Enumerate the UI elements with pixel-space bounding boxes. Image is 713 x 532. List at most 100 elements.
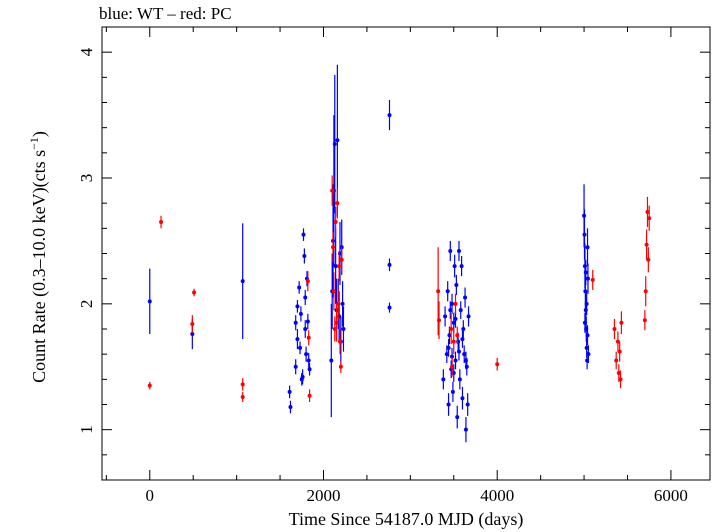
data-point bbox=[618, 377, 623, 382]
data-point bbox=[446, 345, 451, 350]
data-point bbox=[331, 245, 336, 250]
data-point bbox=[455, 333, 460, 338]
data-point bbox=[460, 396, 465, 401]
data-point bbox=[448, 248, 453, 253]
data-point bbox=[452, 264, 457, 269]
data-point bbox=[451, 339, 456, 344]
data-point bbox=[463, 295, 468, 300]
data-point bbox=[585, 333, 590, 338]
data-point bbox=[338, 364, 343, 369]
data-point bbox=[449, 327, 454, 331]
data-point bbox=[445, 289, 450, 294]
data-point bbox=[299, 377, 304, 382]
data-point bbox=[459, 264, 464, 269]
data-point bbox=[455, 415, 460, 420]
data-point bbox=[306, 358, 311, 363]
data-point bbox=[240, 394, 245, 399]
data-point bbox=[585, 245, 590, 250]
data-point bbox=[295, 304, 300, 309]
axis-ticks: 0 2000 4000 6000 1 2 3 4 bbox=[77, 26, 710, 505]
data-point bbox=[453, 316, 458, 321]
data-point bbox=[333, 264, 338, 269]
data-point bbox=[448, 308, 453, 313]
data-point bbox=[340, 301, 345, 306]
data-point bbox=[293, 364, 298, 369]
series-pc bbox=[147, 175, 652, 402]
data-point bbox=[240, 279, 245, 284]
data-point bbox=[614, 358, 619, 363]
data-point bbox=[460, 337, 465, 342]
data-point bbox=[446, 402, 451, 407]
data-point bbox=[147, 383, 152, 388]
data-point bbox=[619, 320, 624, 325]
data-point bbox=[453, 358, 458, 363]
data-point bbox=[307, 393, 312, 398]
y-axis-label: Count Rate (0.3–10.0 keV)(cts s−1) bbox=[23, 87, 49, 427]
data-point bbox=[240, 382, 245, 387]
y-tick-label: 2 bbox=[77, 300, 96, 309]
data-point bbox=[466, 314, 471, 319]
data-point bbox=[463, 427, 468, 432]
y-tick-label: 1 bbox=[77, 425, 96, 434]
data-series bbox=[147, 64, 652, 443]
data-point bbox=[451, 371, 456, 376]
plot-frame bbox=[101, 26, 711, 481]
data-point bbox=[306, 335, 311, 340]
data-point bbox=[646, 257, 651, 262]
data-point bbox=[190, 332, 195, 337]
data-point bbox=[298, 345, 303, 350]
data-point bbox=[582, 320, 587, 325]
data-point bbox=[585, 276, 590, 281]
data-point bbox=[644, 242, 649, 247]
data-point bbox=[586, 352, 591, 357]
data-point bbox=[303, 327, 308, 331]
data-point bbox=[305, 319, 310, 324]
data-point bbox=[305, 279, 310, 284]
data-point bbox=[590, 277, 595, 282]
data-point bbox=[192, 290, 197, 295]
data-point bbox=[583, 270, 588, 275]
data-point bbox=[456, 248, 461, 253]
data-point bbox=[329, 358, 334, 363]
y-tick-label: 3 bbox=[77, 174, 96, 183]
data-point bbox=[450, 364, 455, 369]
data-point bbox=[295, 337, 300, 342]
data-point bbox=[297, 285, 302, 290]
data-point bbox=[615, 339, 620, 344]
data-point bbox=[454, 282, 459, 287]
data-point bbox=[341, 327, 346, 331]
data-point bbox=[159, 220, 164, 225]
data-point bbox=[450, 301, 455, 306]
data-point bbox=[298, 311, 303, 316]
data-point bbox=[301, 232, 306, 237]
data-point bbox=[334, 320, 339, 325]
data-point bbox=[584, 301, 589, 306]
x-axis-label: Time Since 54187.0 MJD (days) bbox=[288, 509, 524, 529]
x-tick-label: 4000 bbox=[480, 486, 514, 505]
data-point bbox=[302, 254, 307, 259]
data-point bbox=[463, 358, 468, 363]
data-point bbox=[441, 377, 446, 382]
data-point bbox=[337, 339, 342, 344]
data-point bbox=[337, 264, 342, 269]
data-point bbox=[190, 321, 195, 326]
data-point bbox=[336, 301, 341, 306]
data-point bbox=[332, 142, 337, 147]
data-point bbox=[307, 367, 312, 372]
data-point bbox=[465, 402, 470, 407]
data-point bbox=[612, 327, 617, 331]
data-point bbox=[331, 289, 336, 294]
data-point bbox=[436, 289, 441, 294]
data-point bbox=[437, 318, 442, 323]
data-point bbox=[387, 305, 392, 310]
y-axis-label-end: ) bbox=[29, 131, 49, 138]
data-point bbox=[303, 295, 308, 300]
data-point bbox=[461, 327, 466, 331]
y-tick-label: 4 bbox=[77, 47, 96, 56]
chart-title: blue: WT – red: PC bbox=[99, 4, 232, 23]
data-point bbox=[457, 377, 462, 382]
data-point bbox=[642, 318, 647, 323]
y-axis-label-text: Count Rate (0.3–10.0 keV)(cts s bbox=[29, 149, 49, 383]
data-point bbox=[582, 232, 587, 237]
